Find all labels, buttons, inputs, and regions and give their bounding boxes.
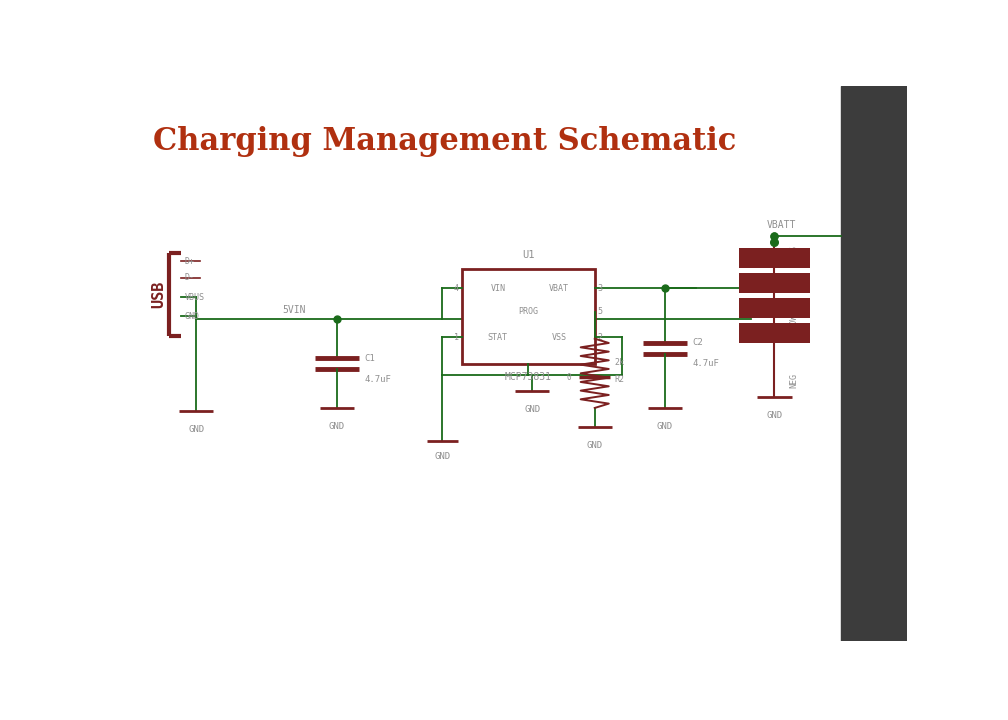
Text: GND: GND [657, 422, 673, 431]
Text: 4: 4 [454, 284, 459, 293]
Text: 3: 3 [598, 284, 603, 293]
Bar [739, 323, 809, 343]
Text: 1: 1 [454, 333, 459, 342]
Text: GND: GND [434, 452, 451, 462]
Bar [739, 273, 809, 293]
Text: 4.7uF: 4.7uF [692, 359, 720, 368]
Text: VIN: VIN [490, 284, 505, 293]
Text: 4.7uF: 4.7uF [364, 374, 391, 384]
Text: GND: GND [524, 405, 540, 414]
Text: GND: GND [587, 441, 603, 450]
Bar [462, 269, 595, 364]
Text: 0: 0 [566, 373, 572, 382]
Text: USB: USB [151, 281, 166, 308]
Text: GND: GND [188, 425, 205, 433]
Text: Charging Management Schematic: Charging Management Schematic [153, 126, 737, 158]
Text: POWER: POWER [789, 305, 798, 328]
Bar [739, 248, 809, 269]
Text: GND: GND [329, 422, 345, 431]
Text: GND: GND [766, 410, 782, 420]
Text: C1: C1 [364, 354, 375, 363]
Bar [739, 298, 809, 318]
Text: MCP73831: MCP73831 [505, 372, 551, 382]
Text: GND: GND [184, 312, 200, 321]
Text: VSS: VSS [551, 333, 566, 342]
Text: 5: 5 [598, 307, 603, 316]
Text: U1: U1 [522, 251, 534, 260]
Text: R2: R2 [614, 374, 624, 384]
Text: POS: POS [789, 246, 798, 260]
Text: VBAT: VBAT [549, 284, 569, 293]
Text: D+: D+ [184, 256, 195, 266]
Text: D-: D- [184, 273, 195, 282]
Text: 5VIN: 5VIN [282, 305, 305, 315]
Text: STAT: STAT [488, 333, 508, 342]
Text: PROG: PROG [518, 307, 538, 316]
Text: 2: 2 [598, 333, 603, 342]
Text: VBATT: VBATT [767, 220, 796, 230]
Text: VBUS: VBUS [184, 292, 205, 302]
Text: C2: C2 [692, 338, 704, 347]
Text: NEG: NEG [789, 373, 798, 388]
Bar [841, 86, 907, 641]
Text: 2k: 2k [614, 358, 624, 367]
